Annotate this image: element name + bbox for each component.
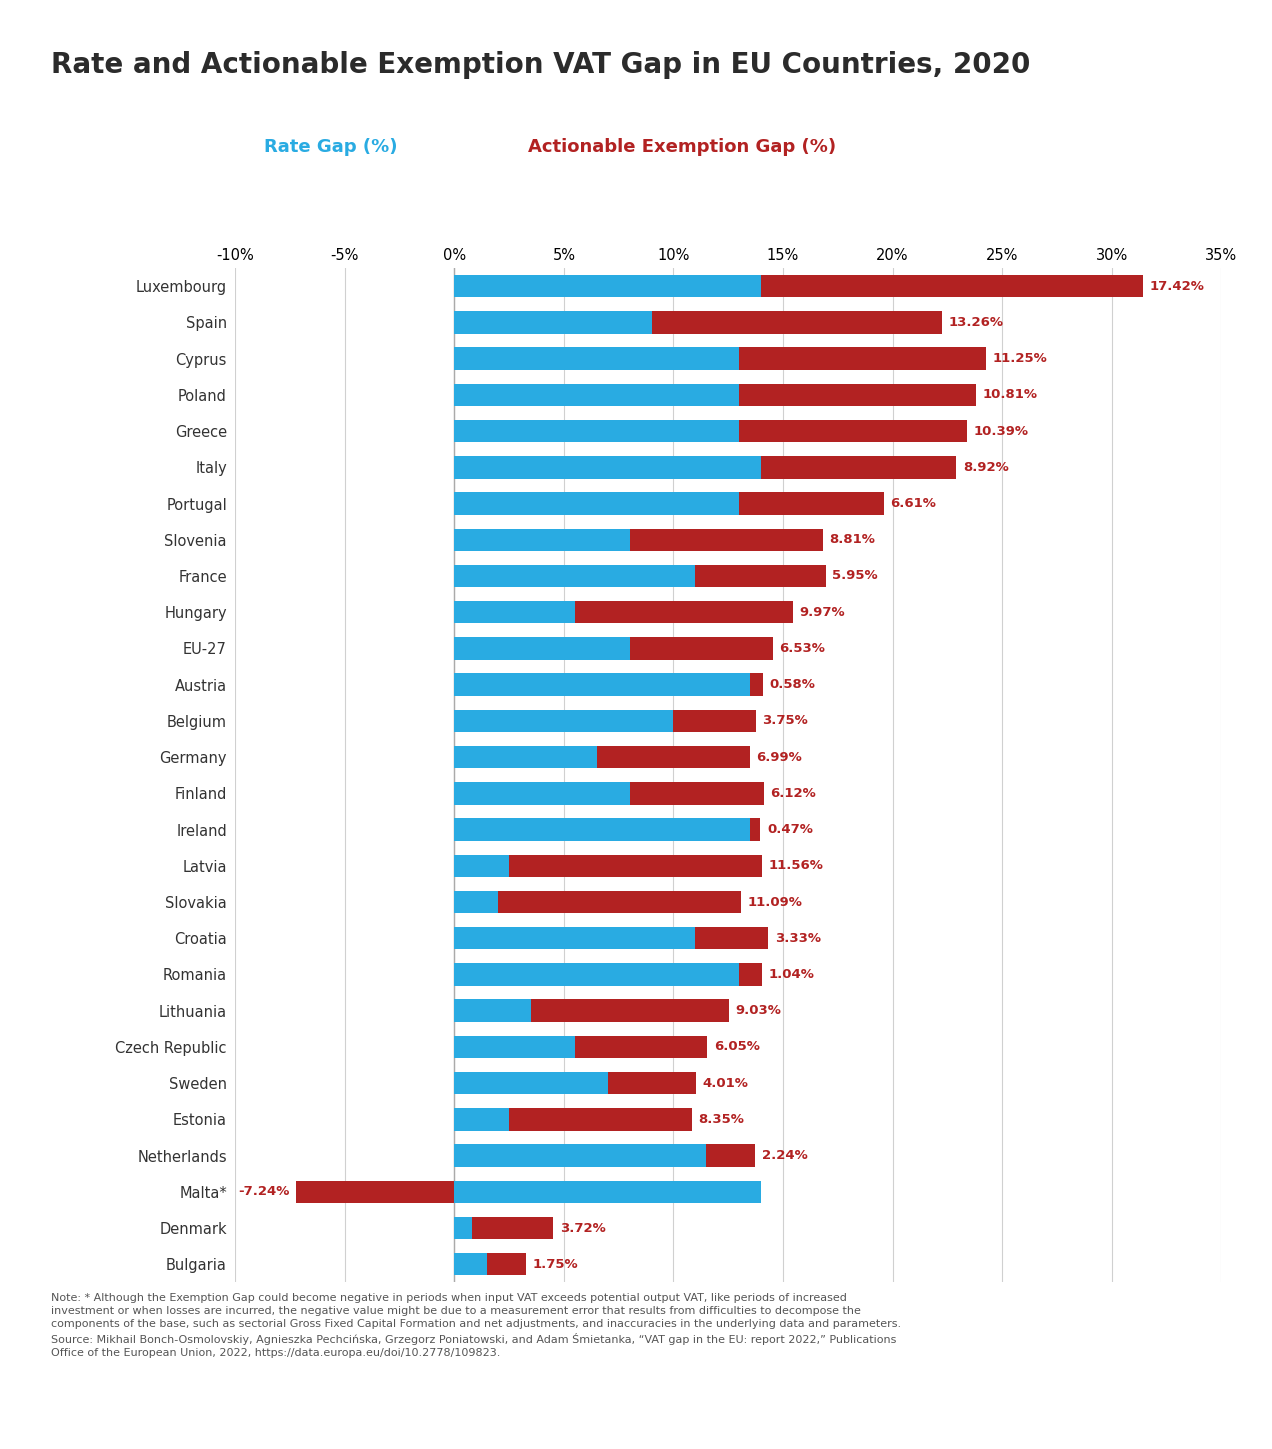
Bar bbox=[750, 819, 761, 840]
Bar bbox=[608, 1072, 696, 1094]
Bar bbox=[750, 674, 763, 696]
Text: 0.58%: 0.58% bbox=[770, 678, 815, 691]
Bar bbox=[739, 384, 976, 406]
Bar bbox=[499, 891, 742, 913]
Bar bbox=[454, 565, 696, 587]
Text: Actionable Exemption Gap (%): Actionable Exemption Gap (%) bbox=[528, 138, 836, 155]
Bar bbox=[575, 1036, 707, 1058]
Bar bbox=[454, 1108, 509, 1130]
Text: 6.05%: 6.05% bbox=[714, 1040, 759, 1053]
Bar bbox=[575, 601, 794, 623]
Text: TAX FOUNDATION: TAX FOUNDATION bbox=[38, 1408, 232, 1429]
Text: 9.97%: 9.97% bbox=[800, 606, 846, 619]
Bar bbox=[454, 384, 739, 406]
Text: 8.92%: 8.92% bbox=[963, 461, 1009, 474]
Text: 9.03%: 9.03% bbox=[735, 1004, 781, 1017]
Bar bbox=[454, 674, 750, 696]
Bar bbox=[454, 710, 673, 732]
Text: 10.81%: 10.81% bbox=[982, 388, 1038, 401]
Bar bbox=[454, 275, 761, 297]
Bar bbox=[696, 927, 768, 949]
Bar bbox=[454, 456, 761, 478]
Text: 3.33%: 3.33% bbox=[775, 932, 820, 945]
Bar bbox=[454, 601, 575, 623]
Bar bbox=[630, 638, 772, 659]
Text: Rate and Actionable Exemption VAT Gap in EU Countries, 2020: Rate and Actionable Exemption VAT Gap in… bbox=[51, 51, 1030, 78]
Text: 8.35%: 8.35% bbox=[698, 1113, 744, 1126]
Bar bbox=[761, 275, 1142, 297]
Text: -7.24%: -7.24% bbox=[238, 1185, 289, 1198]
Bar bbox=[651, 312, 943, 333]
Bar bbox=[454, 891, 499, 913]
Text: 11.56%: 11.56% bbox=[770, 859, 824, 872]
Bar bbox=[673, 710, 756, 732]
Text: 3.75%: 3.75% bbox=[762, 714, 808, 727]
Bar bbox=[454, 1217, 472, 1239]
Text: @TaxFoundation: @TaxFoundation bbox=[1098, 1410, 1234, 1427]
Text: 2.24%: 2.24% bbox=[762, 1149, 808, 1162]
Text: 13.26%: 13.26% bbox=[949, 316, 1004, 329]
Text: 8.81%: 8.81% bbox=[829, 533, 875, 546]
Bar bbox=[630, 529, 823, 551]
Text: Note: * Although the Exemption Gap could become negative in periods when input V: Note: * Although the Exemption Gap could… bbox=[51, 1293, 901, 1358]
Bar bbox=[454, 348, 739, 369]
Bar bbox=[454, 1181, 761, 1203]
Bar bbox=[454, 746, 597, 768]
Bar bbox=[454, 312, 651, 333]
Bar bbox=[454, 964, 739, 985]
Text: 1.04%: 1.04% bbox=[768, 968, 814, 981]
Text: 10.39%: 10.39% bbox=[973, 425, 1028, 438]
Text: 17.42%: 17.42% bbox=[1150, 280, 1205, 293]
Text: 4.01%: 4.01% bbox=[702, 1077, 748, 1090]
Text: 6.12%: 6.12% bbox=[771, 787, 817, 800]
Text: 6.53%: 6.53% bbox=[780, 642, 826, 655]
Bar bbox=[761, 456, 957, 478]
Bar bbox=[597, 746, 750, 768]
Bar bbox=[454, 819, 750, 840]
Bar bbox=[454, 638, 630, 659]
Text: 5.95%: 5.95% bbox=[832, 569, 878, 582]
Bar bbox=[454, 493, 739, 514]
Text: 0.47%: 0.47% bbox=[767, 823, 813, 836]
Bar bbox=[509, 1108, 692, 1130]
Bar bbox=[487, 1253, 525, 1275]
Text: 3.72%: 3.72% bbox=[560, 1222, 605, 1235]
Bar bbox=[454, 1253, 487, 1275]
Bar bbox=[296, 1181, 454, 1203]
Bar bbox=[454, 1145, 706, 1166]
Text: 11.25%: 11.25% bbox=[992, 352, 1047, 365]
Bar bbox=[454, 1036, 575, 1058]
Bar bbox=[739, 348, 986, 369]
Bar bbox=[739, 420, 967, 442]
Text: Rate Gap (%): Rate Gap (%) bbox=[265, 138, 397, 155]
Bar bbox=[532, 1000, 729, 1022]
Bar bbox=[454, 529, 630, 551]
Bar bbox=[454, 1072, 608, 1094]
Text: 6.61%: 6.61% bbox=[890, 497, 936, 510]
Bar bbox=[739, 964, 762, 985]
Bar bbox=[696, 565, 826, 587]
Text: 11.09%: 11.09% bbox=[748, 895, 803, 909]
Bar bbox=[454, 855, 509, 877]
Bar bbox=[454, 782, 630, 804]
Bar bbox=[630, 782, 763, 804]
Bar bbox=[454, 927, 696, 949]
Bar bbox=[472, 1217, 553, 1239]
Bar bbox=[509, 855, 762, 877]
Bar bbox=[454, 420, 739, 442]
Bar bbox=[454, 1000, 532, 1022]
Text: 6.99%: 6.99% bbox=[757, 751, 803, 764]
Bar bbox=[739, 493, 884, 514]
Text: 1.75%: 1.75% bbox=[532, 1258, 577, 1271]
Bar bbox=[706, 1145, 756, 1166]
